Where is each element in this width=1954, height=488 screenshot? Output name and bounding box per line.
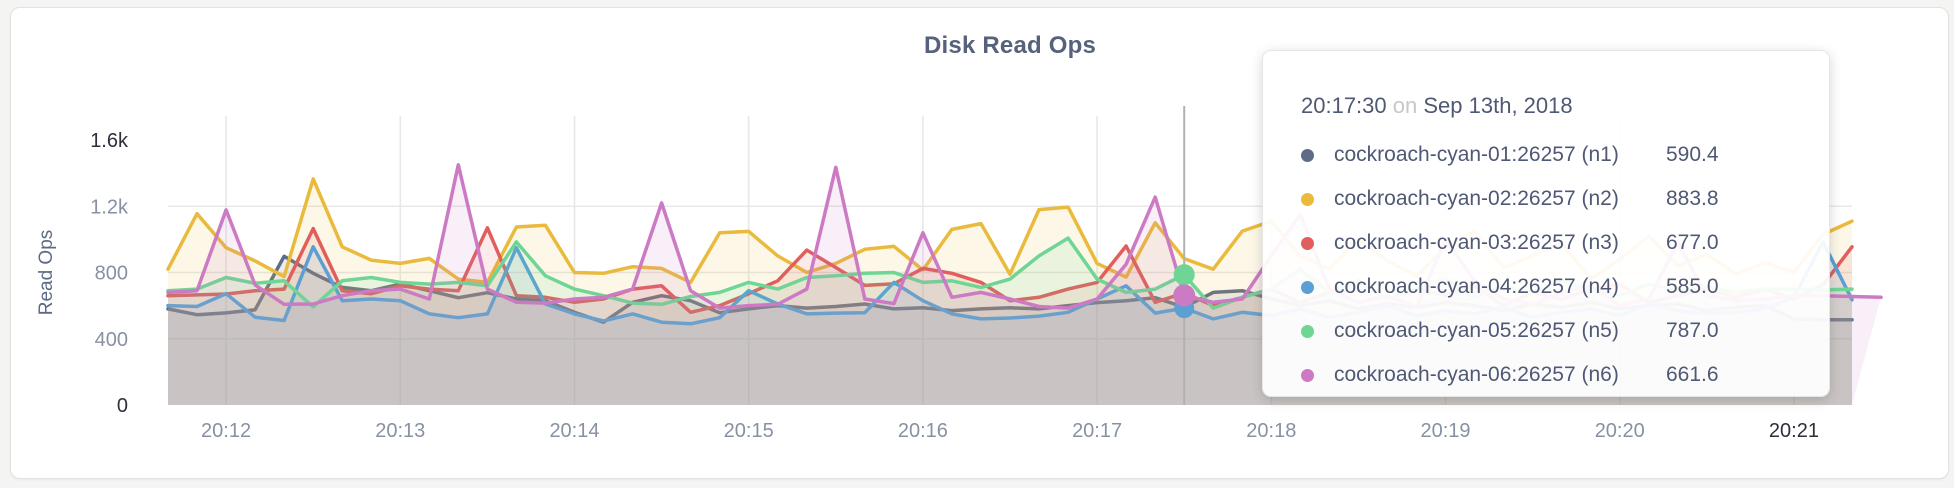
x-tick-label: 20:20	[1595, 420, 1645, 442]
x-tick-label: 20:12	[201, 420, 251, 442]
tooltip-series-row: cockroach-cyan-03:26257 (n3) 677.0	[1301, 221, 1805, 265]
highlight-dot-n6	[1173, 284, 1196, 307]
series-value: 585.0	[1666, 275, 1719, 298]
series-label: cockroach-cyan-01:26257 (n1)	[1334, 143, 1619, 166]
y-tick-label: 1.6k	[90, 130, 129, 152]
series-color-dot-icon	[1301, 368, 1314, 382]
series-label: cockroach-cyan-06:26257 (n6)	[1334, 363, 1619, 386]
tooltip-date: Sep 13th, 2018	[1423, 93, 1573, 118]
y-tick-label: 800	[95, 263, 128, 285]
series-value: 787.0	[1666, 319, 1719, 342]
y-tick-label: 0	[117, 395, 128, 417]
x-tick-label: 20:17	[1072, 420, 1122, 442]
x-tick-label: 20:16	[898, 420, 948, 442]
series-value: 883.8	[1666, 187, 1719, 210]
x-tick-label: 20:14	[549, 420, 599, 442]
tooltip-series-row: cockroach-cyan-05:26257 (n5) 787.0	[1301, 309, 1805, 353]
series-label: cockroach-cyan-02:26257 (n2)	[1334, 187, 1619, 210]
highlight-dot-n5	[1173, 264, 1195, 286]
series-value: 661.6	[1666, 363, 1719, 386]
series-label: cockroach-cyan-04:26257 (n4)	[1334, 275, 1619, 298]
hover-tooltip: 20:17:30 on Sep 13th, 2018 cockroach-cya…	[1262, 50, 1830, 397]
tooltip-rows: cockroach-cyan-01:26257 (n1) 590.4 cockr…	[1301, 133, 1805, 397]
series-color-dot-icon	[1301, 148, 1314, 162]
x-tick-label: 20:19	[1420, 420, 1470, 442]
tooltip-time: 20:17:30	[1301, 93, 1387, 118]
y-tick-label: 1.2k	[90, 196, 129, 218]
series-color-dot-icon	[1301, 236, 1314, 250]
chart-title: Disk Read Ops	[924, 32, 1096, 59]
series-value: 677.0	[1666, 231, 1719, 254]
y-tick-label: 400	[95, 329, 128, 351]
x-tick-label: 20:21	[1769, 420, 1819, 442]
tooltip-header: 20:17:30 on Sep 13th, 2018	[1301, 93, 1805, 119]
tooltip-series-row: cockroach-cyan-04:26257 (n4) 585.0	[1301, 265, 1805, 309]
series-color-dot-icon	[1301, 280, 1314, 294]
y-axis-title: Read Ops	[36, 230, 57, 316]
series-color-dot-icon	[1301, 192, 1314, 206]
tooltip-on-word: on	[1392, 93, 1418, 118]
tooltip-series-row: cockroach-cyan-02:26257 (n2) 883.8	[1301, 177, 1805, 221]
tooltip-series-row: cockroach-cyan-06:26257 (n6) 661.6	[1301, 353, 1805, 397]
series-color-dot-icon	[1301, 324, 1314, 338]
x-tick-label: 20:13	[375, 420, 425, 442]
series-value: 590.4	[1666, 143, 1719, 166]
x-tick-label: 20:18	[1246, 420, 1296, 442]
tooltip-series-row: cockroach-cyan-01:26257 (n1) 590.4	[1301, 133, 1805, 177]
series-label: cockroach-cyan-05:26257 (n5)	[1334, 319, 1619, 342]
series-label: cockroach-cyan-03:26257 (n3)	[1334, 231, 1619, 254]
x-tick-label: 20:15	[724, 420, 774, 442]
